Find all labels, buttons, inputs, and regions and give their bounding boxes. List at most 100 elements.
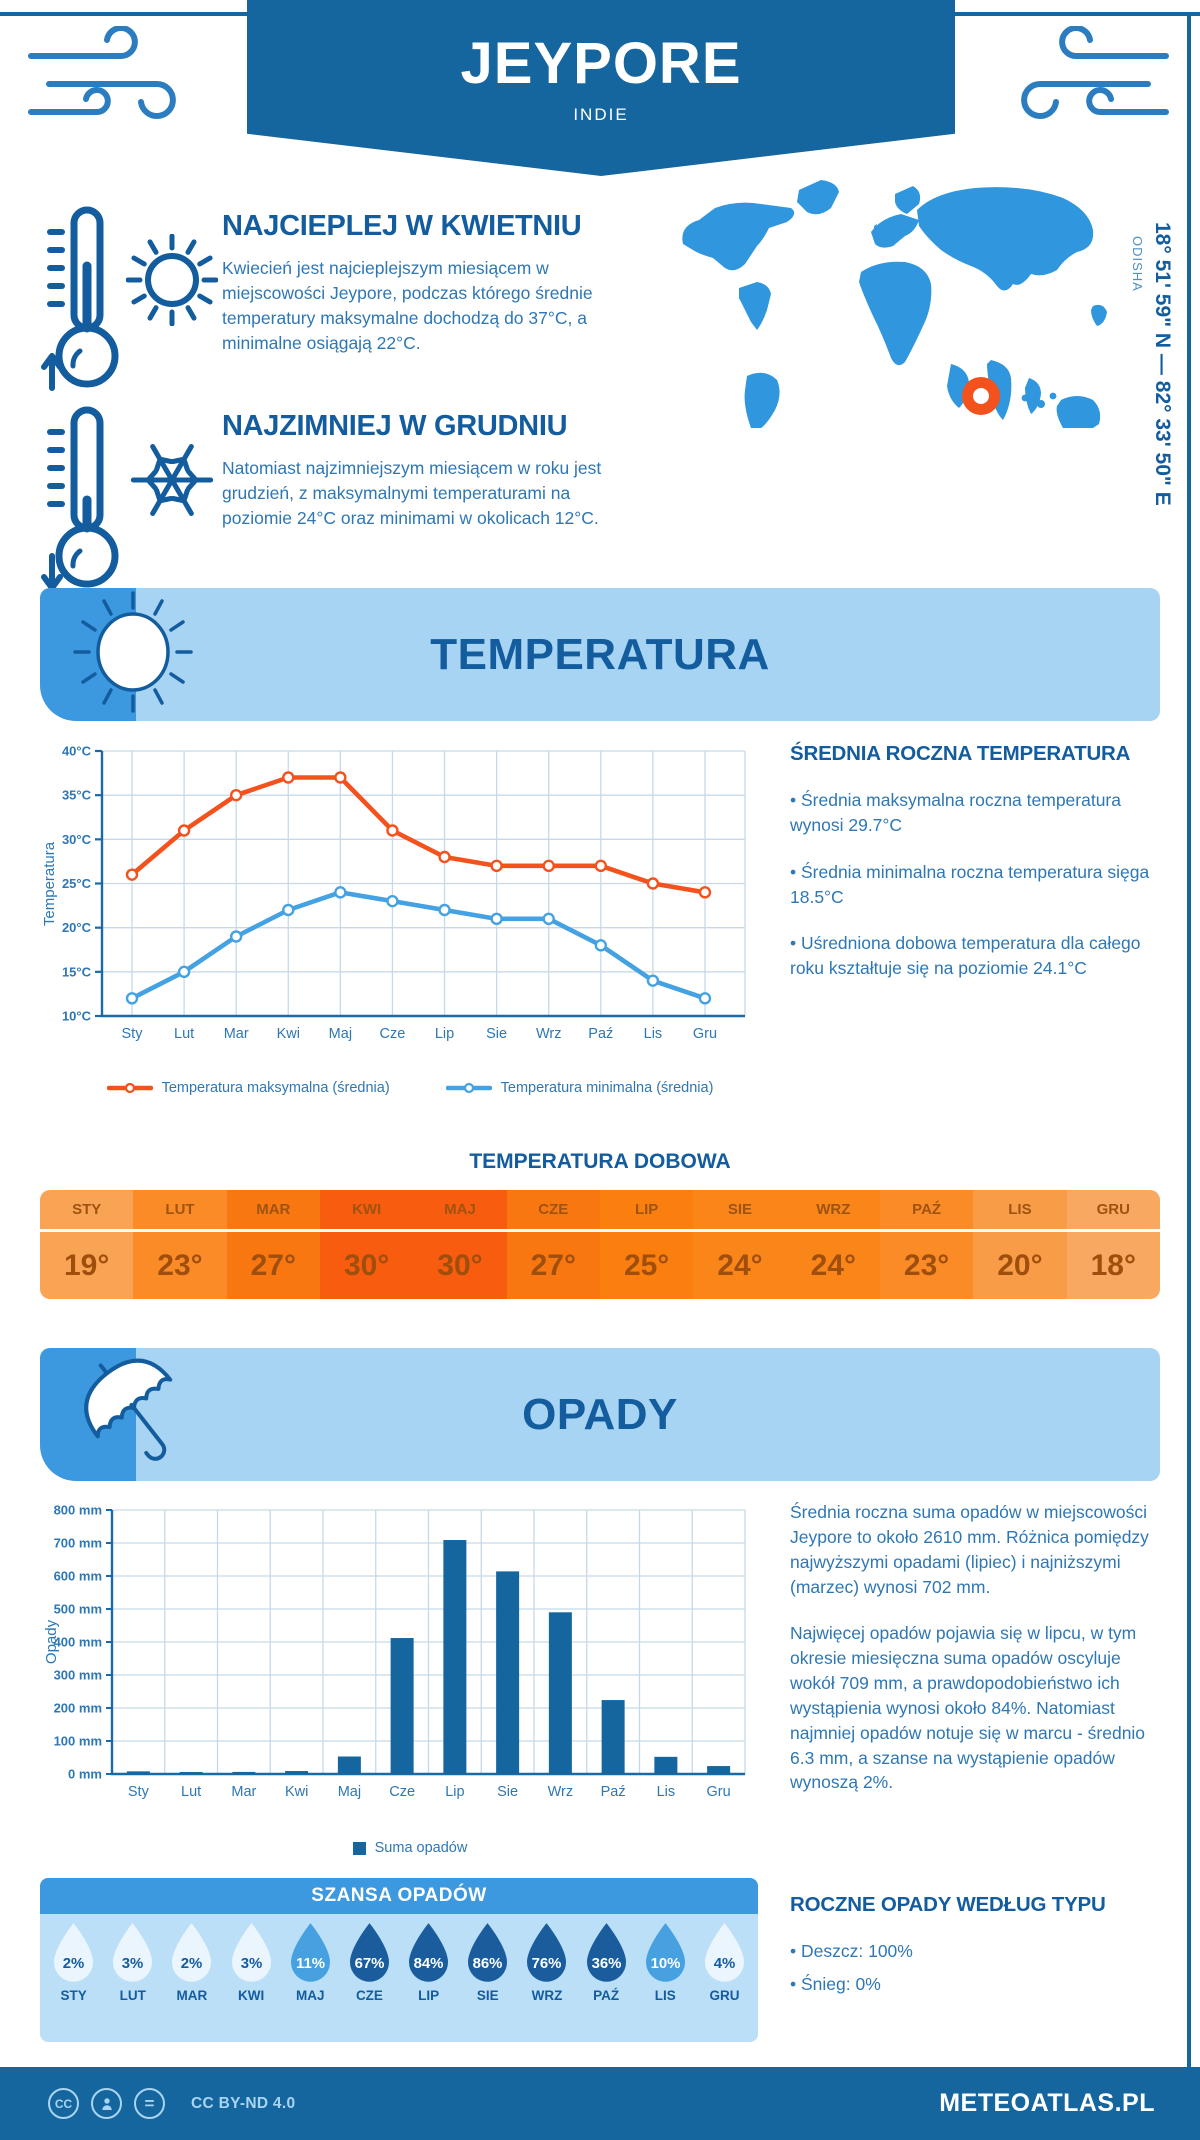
annual-bullet: • Uśredniona dobowa temperatura dla całe…: [790, 933, 1141, 979]
annual-temperature-panel: ŚREDNIA ROCZNA TEMPERATURA • Średnia mak…: [790, 742, 1165, 1003]
rain-chance-item: 3% KWI: [222, 1922, 281, 2036]
svg-text:Sie: Sie: [486, 1026, 507, 1042]
precipitation-paragraph: Najwięcej opadów pojawia się w lipcu, w …: [790, 1623, 1146, 1793]
svg-text:20°C: 20°C: [62, 920, 92, 935]
svg-text:700 mm: 700 mm: [54, 1536, 102, 1551]
daily-temp-cell: MAR 27°: [226, 1190, 320, 1299]
svg-text:Cze: Cze: [380, 1026, 406, 1042]
wind-icon: [28, 26, 176, 119]
svg-text:76%: 76%: [532, 1955, 562, 1972]
precipitation-paragraph: Średnia roczna suma opadów w miejscowośc…: [790, 1502, 1149, 1597]
svg-text:Maj: Maj: [338, 1784, 361, 1800]
daily-temp-month: MAJ: [413, 1190, 507, 1232]
rain-chance-month: WRZ: [531, 1988, 563, 2003]
coldest-text: Natomiast najzimniejszym miesiącem w rok…: [222, 458, 602, 528]
warmest-text: Kwiecień jest najcieplejszym miesiącem w…: [222, 258, 593, 353]
raindrop-icon: 3%: [231, 1923, 271, 1982]
svg-text:10%: 10%: [650, 1955, 680, 1972]
temperature-chart-legend: Temperatura maksymalna (średnia) Temperat…: [40, 1080, 780, 1096]
rain-chance-title: SZANSA OPADÓW: [40, 1878, 758, 1914]
daily-temp-cell: MAJ 30°: [413, 1190, 507, 1299]
svg-text:Lip: Lip: [445, 1784, 464, 1800]
svg-text:Kwi: Kwi: [277, 1026, 300, 1042]
daily-temp-cell: WRZ 24°: [786, 1190, 880, 1299]
raindrop-icon: 36%: [586, 1923, 626, 1982]
daily-temp-month: MAR: [226, 1190, 320, 1232]
svg-text:Paź: Paź: [588, 1026, 613, 1042]
rain-chance-month: STY: [60, 1988, 87, 2003]
svg-text:Wrz: Wrz: [536, 1026, 562, 1042]
svg-text:3%: 3%: [122, 1955, 144, 1972]
svg-text:200 mm: 200 mm: [54, 1701, 102, 1716]
svg-text:600 mm: 600 mm: [54, 1569, 102, 1584]
annual-bullet: • Średnia maksymalna roczna temperatura …: [790, 790, 1121, 835]
daily-temp-value: 30°: [437, 1248, 483, 1282]
svg-text:2%: 2%: [63, 1955, 85, 1972]
precipitation-bar: [126, 1771, 150, 1774]
daily-temp-month: SIE: [693, 1190, 787, 1232]
daily-temp-value: 25°: [623, 1248, 670, 1282]
precipitation-bar: [179, 1772, 203, 1774]
svg-text:Temperatura: Temperatura: [41, 841, 58, 926]
temperature-line-chart: 10°C 15°C 20°C 25°C 30°C 35°C 40°C Sty Lut Mar Kwi…: [40, 742, 780, 1082]
daily-temp-value: 19°: [63, 1248, 110, 1282]
svg-text:Mar: Mar: [231, 1784, 256, 1800]
daily-temp-month: LUT: [133, 1190, 227, 1232]
svg-text:Kwi: Kwi: [285, 1784, 308, 1800]
thermometer-down-icon: [41, 406, 119, 591]
warmest-heading: NAJCIEPLEJ W KWIETNIU: [222, 210, 582, 242]
daily-temp-month: GRU: [1066, 1190, 1160, 1232]
rain-chance-item: 67% CZE: [340, 1922, 399, 2036]
precipitation-bar: [654, 1756, 678, 1774]
umbrella-icon: [84, 1358, 173, 1461]
daily-temp-cell: GRU 18°: [1066, 1190, 1160, 1299]
raindrop-icon: 4%: [704, 1923, 744, 1982]
daily-temp-value: 20°: [997, 1248, 1043, 1282]
svg-text:36%: 36%: [591, 1955, 621, 1972]
svg-text:Lut: Lut: [181, 1784, 201, 1800]
daily-temp-cell: KWI 30°: [319, 1190, 414, 1299]
raindrop-icon: 84%: [409, 1923, 449, 1982]
precipitation-bar-chart: 0 mm 100 mm 200 mm 300 mm 400 mm 500 mm 600 mm…: [40, 1498, 780, 1838]
line-series: [130, 890, 706, 1001]
svg-text:Lis: Lis: [644, 1026, 663, 1042]
legend-item: Temperatura minimalna (średnia): [445, 1080, 713, 1096]
legend-item: Suma opadów: [352, 1840, 467, 1856]
rain-chance-month: MAJ: [296, 1988, 325, 2003]
world-map: [665, 166, 1135, 428]
cc-icon: CC: [48, 2088, 79, 2119]
line-series: [130, 775, 706, 895]
svg-text:0 mm: 0 mm: [68, 1767, 102, 1782]
rain-chance-month: KWI: [237, 1988, 265, 2003]
precipitation-types-heading: ROCZNE OPADY WEDŁUG TYPU: [790, 1893, 1106, 1916]
rain-chance-item: 2% STY: [44, 1922, 103, 2036]
svg-text:Sie: Sie: [497, 1784, 518, 1800]
precipitation-bar: [285, 1771, 309, 1774]
precipitation-bar: [707, 1766, 731, 1774]
raindrop-icon: 86%: [468, 1923, 508, 1982]
daily-temp-month: LIP: [599, 1190, 694, 1232]
rain-chance-month: LUT: [119, 1988, 146, 2003]
daily-temp-value: 27°: [250, 1248, 296, 1282]
svg-text:Cze: Cze: [389, 1784, 415, 1800]
rain-chance-item: 84% LIP: [399, 1922, 458, 2036]
rain-chance-item: 11% MAJ: [281, 1922, 340, 2036]
precipitation-bar: [232, 1771, 256, 1774]
daily-temp-cell: PAŹ 23°: [879, 1190, 974, 1299]
svg-text:Wrz: Wrz: [548, 1784, 574, 1800]
svg-text:Sty: Sty: [122, 1026, 144, 1042]
cc-nd-icon: =: [134, 2088, 165, 2119]
annual-bullet: • Średnia minimalna roczna temperatura s…: [790, 861, 1150, 907]
raindrop-icon: 2%: [54, 1923, 94, 1982]
daily-temp-cell: STY 19°: [40, 1190, 134, 1299]
precipitation-chart-legend: Suma opadów: [40, 1840, 780, 1856]
rain-chance-month: MAR: [176, 1988, 208, 2003]
daily-temp-month: STY: [40, 1190, 134, 1232]
precipitation-type-bullet: • Śnieg: 0%: [790, 1973, 881, 1994]
wind-icon: [1021, 26, 1169, 119]
raindrop-icon: 3%: [113, 1923, 153, 1982]
svg-text:Opady: Opady: [43, 1619, 60, 1664]
page-title: JEYPORE: [460, 31, 742, 96]
svg-text:2%: 2%: [181, 1955, 203, 1972]
daily-temp-month: KWI: [319, 1190, 414, 1232]
